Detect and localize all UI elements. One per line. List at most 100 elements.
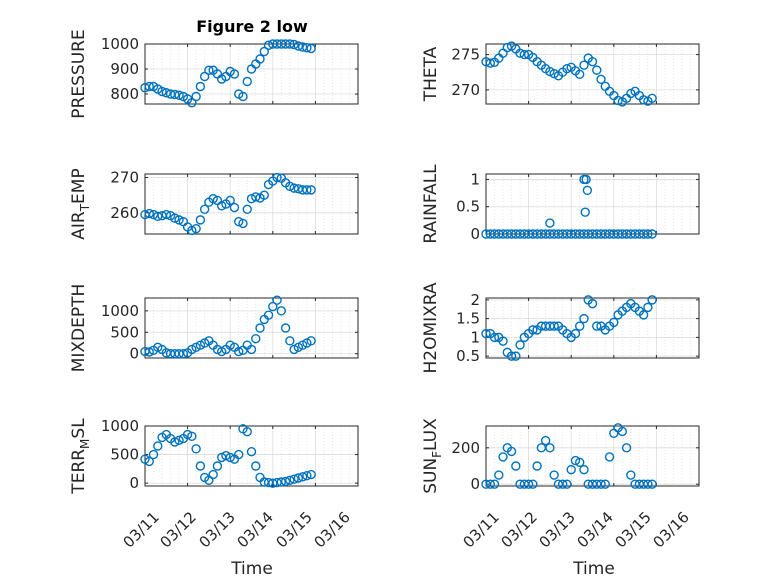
y-axis-label: PRESSURE — [69, 29, 89, 118]
data-point — [485, 58, 495, 68]
data-point — [272, 172, 282, 183]
subplot: 0 0.5 1 RAINFALL — [421, 164, 700, 244]
data-point — [246, 447, 257, 457]
data-point — [549, 470, 559, 480]
data-point — [485, 479, 495, 489]
data-point — [251, 334, 261, 344]
data-point — [289, 39, 299, 50]
axes-box — [485, 43, 700, 105]
data-point — [306, 469, 316, 480]
data-point — [238, 218, 248, 229]
data-point — [234, 216, 244, 227]
data-point — [191, 91, 201, 102]
data-point — [621, 443, 632, 453]
data-point — [204, 65, 214, 75]
plot-area — [145, 298, 358, 358]
data-point — [575, 69, 585, 80]
x-tick-label: 03/12 — [157, 508, 200, 551]
data-point — [251, 461, 261, 471]
data-point — [489, 332, 500, 343]
data-point — [195, 461, 206, 471]
subplot: 270 275 THETA — [421, 41, 700, 107]
data-point — [302, 471, 312, 481]
x-axis-label: Time — [230, 559, 273, 579]
data-point — [229, 69, 240, 79]
data-point — [540, 435, 551, 446]
data-point — [528, 479, 538, 489]
data-point — [579, 60, 589, 70]
data-point — [148, 449, 159, 460]
data-point — [600, 479, 610, 489]
data-point — [643, 479, 653, 489]
data-point — [242, 76, 252, 87]
y-tick-label: 1 — [470, 328, 480, 346]
data-point — [647, 479, 657, 489]
data-point — [581, 174, 591, 185]
plot-area — [145, 44, 358, 104]
y-tick-label: 0.5 — [456, 347, 480, 365]
data-point — [212, 461, 223, 471]
data-point — [153, 211, 163, 222]
data-point — [153, 441, 163, 451]
subplot: 260 270 AIRTEMP — [69, 168, 359, 240]
data-point — [285, 181, 295, 192]
data-point — [626, 470, 636, 480]
y-tick-label: 1 — [470, 170, 480, 188]
data-point — [566, 464, 576, 475]
x-tick-label: 03/13 — [536, 508, 579, 551]
data-point — [498, 336, 508, 346]
data-point — [511, 351, 521, 361]
data-point — [246, 344, 257, 355]
subplot: 0 200 SUNFLUX — [421, 418, 700, 494]
data-point — [506, 446, 517, 457]
data-point — [199, 204, 210, 214]
data-point — [570, 455, 581, 466]
x-tick-label: 03/15 — [273, 508, 316, 551]
y-tick-label: 0 — [129, 345, 139, 363]
data-point — [229, 202, 240, 213]
figure-title: Figure 2 low — [196, 17, 308, 36]
data-point — [489, 479, 500, 489]
data-point — [285, 39, 295, 49]
data-point — [144, 81, 154, 92]
data-point — [302, 43, 312, 53]
plot-area — [486, 426, 699, 486]
data-point — [234, 346, 244, 357]
x-tick-label: 03/16 — [650, 508, 693, 551]
plot-area — [145, 174, 358, 234]
data-point — [144, 347, 154, 357]
data-point — [562, 479, 572, 489]
axes-box — [144, 173, 359, 235]
data-point — [643, 229, 653, 239]
data-point — [161, 88, 172, 98]
data-point — [647, 93, 657, 104]
data-point — [178, 349, 189, 359]
data-point — [297, 42, 308, 52]
x-tick-label: 03/11 — [120, 508, 163, 551]
y-axis-label: TERRMSL — [69, 418, 92, 495]
data-point — [306, 185, 316, 195]
data-point — [638, 95, 649, 105]
data-point — [545, 443, 555, 453]
data-point — [208, 194, 218, 204]
data-point — [579, 464, 589, 475]
data-point — [174, 435, 184, 445]
data-point — [259, 46, 269, 57]
y-tick-label: 1000 — [101, 302, 139, 320]
subplot: 0 500 1000 MIXDEPTH — [69, 284, 359, 372]
data-point — [613, 95, 623, 106]
data-point — [182, 429, 193, 440]
data-point — [515, 340, 525, 350]
y-tick-label: 800 — [110, 85, 139, 103]
data-point — [242, 427, 252, 437]
data-point — [199, 71, 210, 82]
subplot: 0.511.52 H2OMIXRA — [421, 282, 700, 374]
data-point — [519, 49, 530, 60]
data-point — [234, 449, 244, 460]
data-point — [225, 452, 235, 463]
y-tick-label: 0.5 — [456, 198, 480, 216]
data-point — [494, 470, 504, 480]
y-tick-label: 900 — [110, 60, 139, 78]
data-point — [187, 98, 197, 108]
y-tick-label: 500 — [110, 446, 139, 464]
